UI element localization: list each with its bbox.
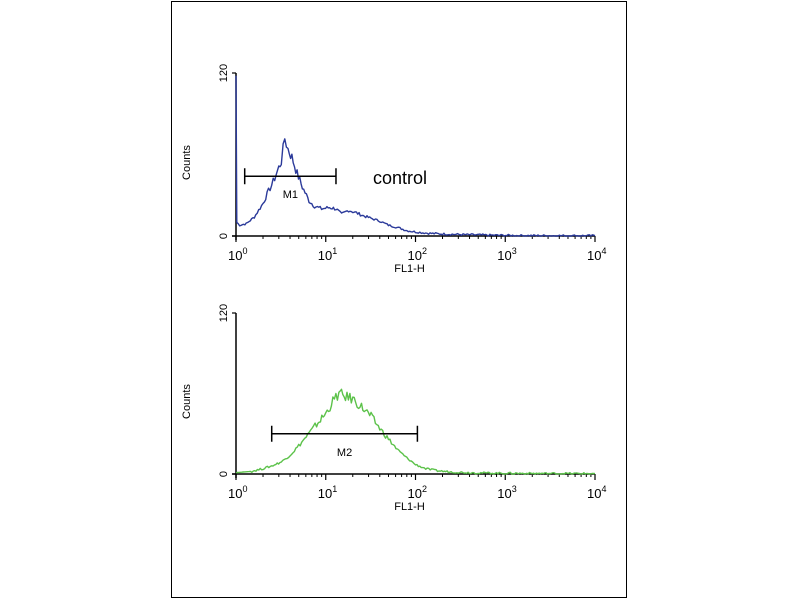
y-axis-label: Counts (181, 145, 193, 180)
marker-label: M2 (337, 447, 352, 459)
y-tick-label: 120 (218, 64, 230, 82)
y-axis-label: Counts (181, 384, 193, 419)
x-tick-label: 102 (408, 246, 427, 263)
annotation-label: control (373, 168, 427, 188)
x-axis-label: FL1-H (394, 501, 425, 513)
x-tick-label: 103 (497, 484, 516, 501)
x-axis-label: FL1-H (394, 263, 425, 275)
y-tick-label: 0 (218, 233, 230, 239)
histogram-panel-1: 0 120 Counts 100 101 102 103 104 FL1-H M1 control (181, 64, 606, 275)
marker-label: M1 (283, 189, 298, 201)
x-tick-label: 104 (587, 484, 606, 501)
x-tick-label: 104 (587, 246, 606, 263)
x-tick-label: 101 (318, 484, 337, 501)
y-tick-label: 0 (218, 471, 230, 477)
x-tick-label: 100 (228, 484, 247, 501)
histogram-series-line (235, 75, 596, 237)
histogram-series-line (235, 388, 596, 475)
x-tick-label: 102 (408, 484, 427, 501)
x-tick-label: 103 (497, 246, 516, 263)
histogram-panel-2: 0 120 Counts 100 101 102 103 104 FL1-H M2 (181, 304, 606, 513)
figure-frame (171, 1, 627, 598)
y-tick-label: 120 (218, 304, 230, 322)
x-tick-label: 101 (318, 246, 337, 263)
x-tick-label: 100 (228, 246, 247, 263)
